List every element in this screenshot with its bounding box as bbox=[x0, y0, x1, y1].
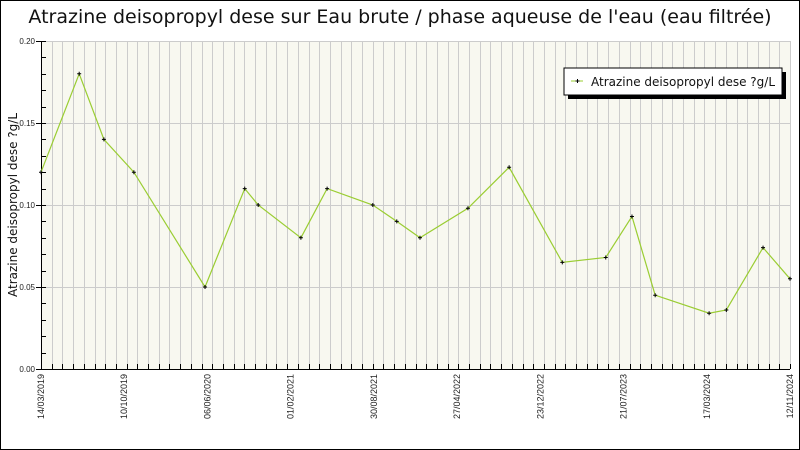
y-tick-label: 0.15 bbox=[19, 119, 35, 128]
data-point-marker-icon bbox=[603, 255, 608, 260]
y-tick-label: 0.05 bbox=[19, 283, 35, 292]
y-tick-label: 0.20 bbox=[19, 37, 35, 46]
data-point-marker-icon bbox=[507, 165, 512, 170]
legend-box bbox=[563, 67, 783, 96]
data-series bbox=[39, 71, 792, 316]
data-point-marker-icon bbox=[298, 235, 303, 240]
data-point-marker-icon bbox=[370, 203, 375, 207]
data-point-marker-icon bbox=[77, 71, 82, 76]
data-point-marker-icon bbox=[560, 260, 565, 265]
x-tick-label: 17/03/2024 bbox=[702, 374, 712, 419]
x-tick-label: 23/12/2022 bbox=[535, 374, 545, 419]
data-point-marker-icon bbox=[394, 219, 399, 224]
x-tick-label: 12/11/2024 bbox=[785, 374, 795, 418]
data-point-marker-icon bbox=[724, 307, 729, 312]
data-point-marker-icon bbox=[101, 137, 106, 142]
data-point-marker-icon bbox=[465, 206, 470, 211]
data-point-marker-icon bbox=[39, 170, 43, 175]
y-tick-label: 0.10 bbox=[19, 201, 35, 210]
y-tick-label: 0.00 bbox=[19, 365, 35, 374]
data-point-marker-icon bbox=[131, 170, 136, 175]
data-point-marker-icon bbox=[788, 276, 792, 281]
y-axis-label: Atrazine deisopropyl dese ?g/L bbox=[6, 113, 20, 297]
x-tick-label: 27/04/2022 bbox=[452, 374, 462, 419]
data-point-marker-icon bbox=[203, 285, 208, 289]
x-tick-label: 06/06/2020 bbox=[202, 374, 212, 419]
data-point-marker-icon bbox=[707, 311, 712, 316]
x-tick-label: 01/02/2021 bbox=[286, 374, 296, 419]
x-tick-label: 30/08/2021 bbox=[369, 374, 379, 419]
data-point-marker-icon bbox=[653, 293, 658, 298]
horizontal-grid bbox=[41, 41, 790, 288]
series-line bbox=[40, 72, 791, 314]
data-point-marker-icon bbox=[242, 186, 247, 191]
chart-title: Atrazine deisopropyl dese sur Eau brute … bbox=[28, 6, 772, 28]
data-point-marker-icon bbox=[629, 214, 634, 219]
data-point-marker-icon bbox=[325, 186, 330, 191]
legend-label: Atrazine deisopropyl dese ?g/L bbox=[591, 75, 775, 89]
x-tick-label: 10/10/2019 bbox=[119, 374, 129, 419]
y-axis-ticks: 0.00 0.05 0.10 0.15 0.20 bbox=[19, 37, 46, 374]
data-point-marker-icon bbox=[761, 245, 766, 250]
legend-marker-icon bbox=[575, 79, 580, 83]
legend: Atrazine deisopropyl dese ?g/L bbox=[563, 67, 786, 99]
data-point-marker-icon bbox=[256, 203, 261, 207]
data-point-marker-icon bbox=[417, 235, 422, 240]
x-tick-label: 14/03/2019 bbox=[36, 374, 46, 419]
x-tick-label: 21/07/2023 bbox=[619, 374, 629, 419]
x-axis-ticks: 14/03/2019 10/10/2019 06/06/2020 01/02/2021… bbox=[36, 364, 795, 419]
